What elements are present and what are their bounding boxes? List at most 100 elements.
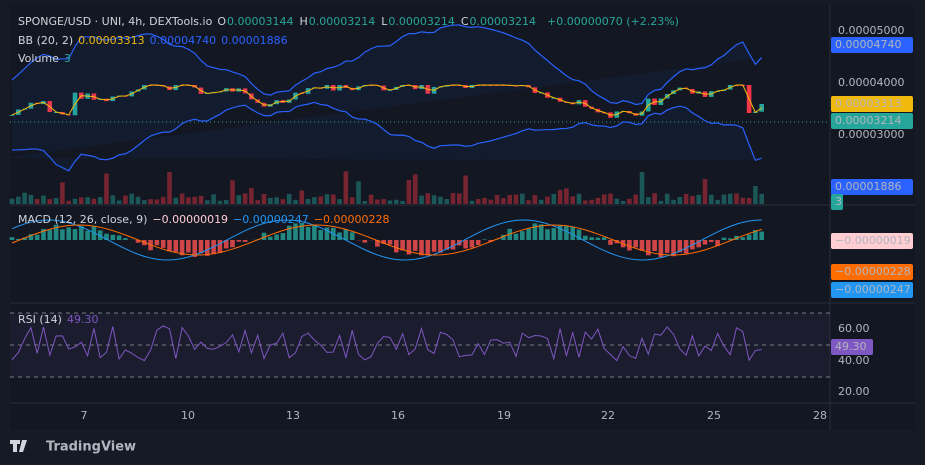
rsi-tick-label: 40.00 <box>838 354 870 367</box>
macd-histogram <box>123 238 128 240</box>
volume-bar <box>324 194 330 204</box>
volume-bar <box>400 200 405 204</box>
macd-histogram <box>677 240 683 253</box>
volume-bar <box>589 199 594 204</box>
volume-bar <box>463 175 468 204</box>
macd-line-badge: −0.00000247 <box>835 283 911 296</box>
volume-bar <box>142 200 147 204</box>
volume-bar <box>501 198 506 204</box>
macd-histogram <box>104 233 109 240</box>
volume-bar <box>356 181 361 204</box>
volume-bar <box>551 193 557 204</box>
macd-histogram <box>538 224 544 240</box>
rsi-tick-label: 20.00 <box>838 385 870 398</box>
macd-histogram <box>463 240 468 249</box>
volume-bar <box>286 193 292 204</box>
macd-histogram <box>431 240 437 252</box>
rsi-tick-label: 60.00 <box>838 322 870 335</box>
volume-bar <box>753 185 758 204</box>
ohlc-label: H <box>299 15 308 28</box>
logo-text: TradingView <box>46 440 136 455</box>
volume-bar <box>129 193 134 204</box>
macd-histogram <box>627 240 632 251</box>
volume-bar <box>337 199 342 204</box>
macd-histogram <box>97 230 103 240</box>
macd-histogram <box>324 227 330 240</box>
macd-histogram <box>551 228 557 240</box>
price-tick-label: 0.00004000 <box>838 76 904 89</box>
macd-histogram <box>375 240 380 247</box>
volume-bar <box>494 194 500 204</box>
volume-bar <box>727 193 733 204</box>
volume-bar <box>520 193 525 204</box>
bb-upper-badge-bg <box>831 37 913 53</box>
time-tick-label: 28 <box>813 409 827 422</box>
legend-macd: MACD (12, 26, close, 9) −0.00000019 −0.000… <box>18 213 394 226</box>
macd-histogram <box>715 240 720 246</box>
macd-histogram <box>154 240 160 246</box>
volume-bar <box>627 198 632 204</box>
volume-bar <box>41 195 46 204</box>
macd-histogram <box>305 226 311 240</box>
bb-lower-badge-bg <box>831 179 913 195</box>
volume-bar <box>368 194 374 204</box>
macd-histogram <box>513 233 519 240</box>
macd-histogram <box>179 240 185 256</box>
macd-histogram <box>41 228 46 240</box>
volume-bar <box>406 180 412 204</box>
change: +0.00000070 (+2.23%) <box>547 15 679 28</box>
price-tick-label: 0.00005000 <box>838 24 904 37</box>
macd-histogram <box>753 230 758 240</box>
macd-line <box>11 219 762 261</box>
macd-histogram <box>242 240 248 242</box>
macd-histogram <box>746 234 752 240</box>
volume-bar <box>526 200 531 204</box>
macd-histogram <box>47 229 53 240</box>
macd-histogram <box>671 240 676 257</box>
macd-histogram <box>381 240 386 244</box>
volume-bar <box>658 200 664 204</box>
macd-histogram <box>564 225 569 240</box>
plot <box>0 24 764 362</box>
volume-bar <box>173 197 179 204</box>
volume-bar <box>740 197 746 204</box>
macd-histogram <box>16 238 21 240</box>
macd-histogram <box>400 240 405 251</box>
time-tick-label: 10 <box>181 409 195 422</box>
macd-histogram <box>576 229 582 240</box>
volume-bar <box>664 193 670 204</box>
bb-label: BB (20, 2) <box>18 34 74 47</box>
macd-histogram <box>66 227 71 240</box>
volume-bar <box>438 196 443 204</box>
macd-histogram <box>160 240 166 248</box>
legend-volume: Volume 3 <box>18 52 76 65</box>
macd-signal: −0.00000228 <box>313 213 390 226</box>
macd-histogram <box>198 240 204 254</box>
volume-bar <box>652 193 657 204</box>
volume-bar <box>696 194 701 204</box>
volume-bar <box>205 200 210 204</box>
macd-histogram <box>501 234 506 240</box>
volume-bar <box>249 188 254 204</box>
macd-histogram <box>9 237 15 240</box>
volume-bar <box>280 199 286 204</box>
macd-histogram <box>639 240 645 251</box>
macd-histogram <box>110 234 116 240</box>
time-tick-label: 25 <box>707 409 721 422</box>
volume-bar <box>475 199 481 204</box>
candle <box>9 114 15 116</box>
volume-bar <box>690 195 695 204</box>
volume-bar <box>211 194 216 204</box>
macd-signal-badge: −0.00000228 <box>835 265 911 278</box>
macd-histogram <box>53 224 59 240</box>
macd-histogram <box>135 240 141 243</box>
chart-bg <box>10 5 915 430</box>
macd-histogram <box>280 233 286 240</box>
volume-bar <box>261 194 267 204</box>
macd-histogram <box>22 237 27 240</box>
volume-bar <box>450 193 456 204</box>
volume-bar <box>677 196 683 204</box>
rsi-badge: 49.30 <box>835 340 867 353</box>
macd-histogram <box>444 240 449 250</box>
